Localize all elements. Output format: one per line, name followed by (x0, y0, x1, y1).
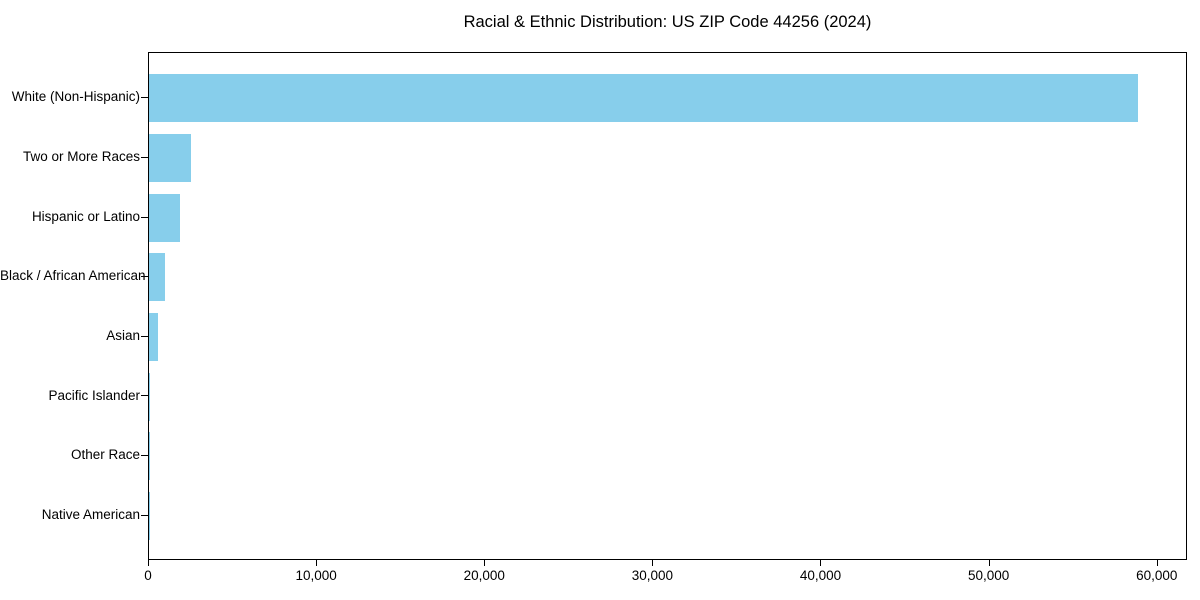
x-tick-label: 40,000 (799, 568, 842, 583)
y-tick-mark (141, 515, 148, 516)
bar (149, 312, 159, 361)
bar (149, 133, 192, 182)
x-tick-label: 30,000 (631, 568, 673, 583)
y-tick-label: Pacific Islander (48, 387, 140, 403)
y-tick-mark (141, 276, 148, 277)
y-tick-mark (141, 157, 148, 158)
x-tick-mark (1156, 560, 1158, 566)
y-tick-label: Native American (41, 506, 140, 522)
x-tick-label: 60,000 (1136, 568, 1178, 583)
bar (149, 74, 1138, 123)
y-tick-mark (141, 217, 148, 218)
bar (149, 372, 150, 421)
y-tick-label: Hispanic or Latino (31, 208, 140, 224)
x-tick-label: 0 (144, 568, 152, 583)
y-tick-label: Two or More Races (22, 148, 140, 164)
y-tick-label: Other Race (70, 447, 140, 463)
chart-title: Racial & Ethnic Distribution: US ZIP Cod… (463, 13, 872, 31)
x-tick-mark (652, 560, 654, 566)
y-tick-mark (141, 97, 148, 98)
y-tick-label: White (Non-Hispanic) (11, 89, 140, 105)
x-tick-label: 20,000 (463, 568, 505, 583)
y-tick-label: Asian (106, 327, 140, 343)
y-tick-mark (141, 455, 148, 456)
y-tick-label: Black / African American (0, 268, 146, 284)
x-tick-label: 50,000 (967, 568, 1010, 583)
bar (149, 432, 150, 481)
x-tick-mark (988, 560, 990, 566)
x-tick-mark (316, 560, 318, 566)
bar (149, 253, 165, 302)
plot-area (148, 52, 1187, 560)
y-tick-mark (141, 336, 148, 337)
x-tick-mark (820, 560, 822, 566)
bar (149, 193, 180, 242)
y-tick-mark (141, 395, 148, 396)
x-tick-mark (148, 560, 149, 566)
x-tick-mark (484, 560, 486, 566)
x-tick-label: 10,000 (295, 568, 337, 583)
